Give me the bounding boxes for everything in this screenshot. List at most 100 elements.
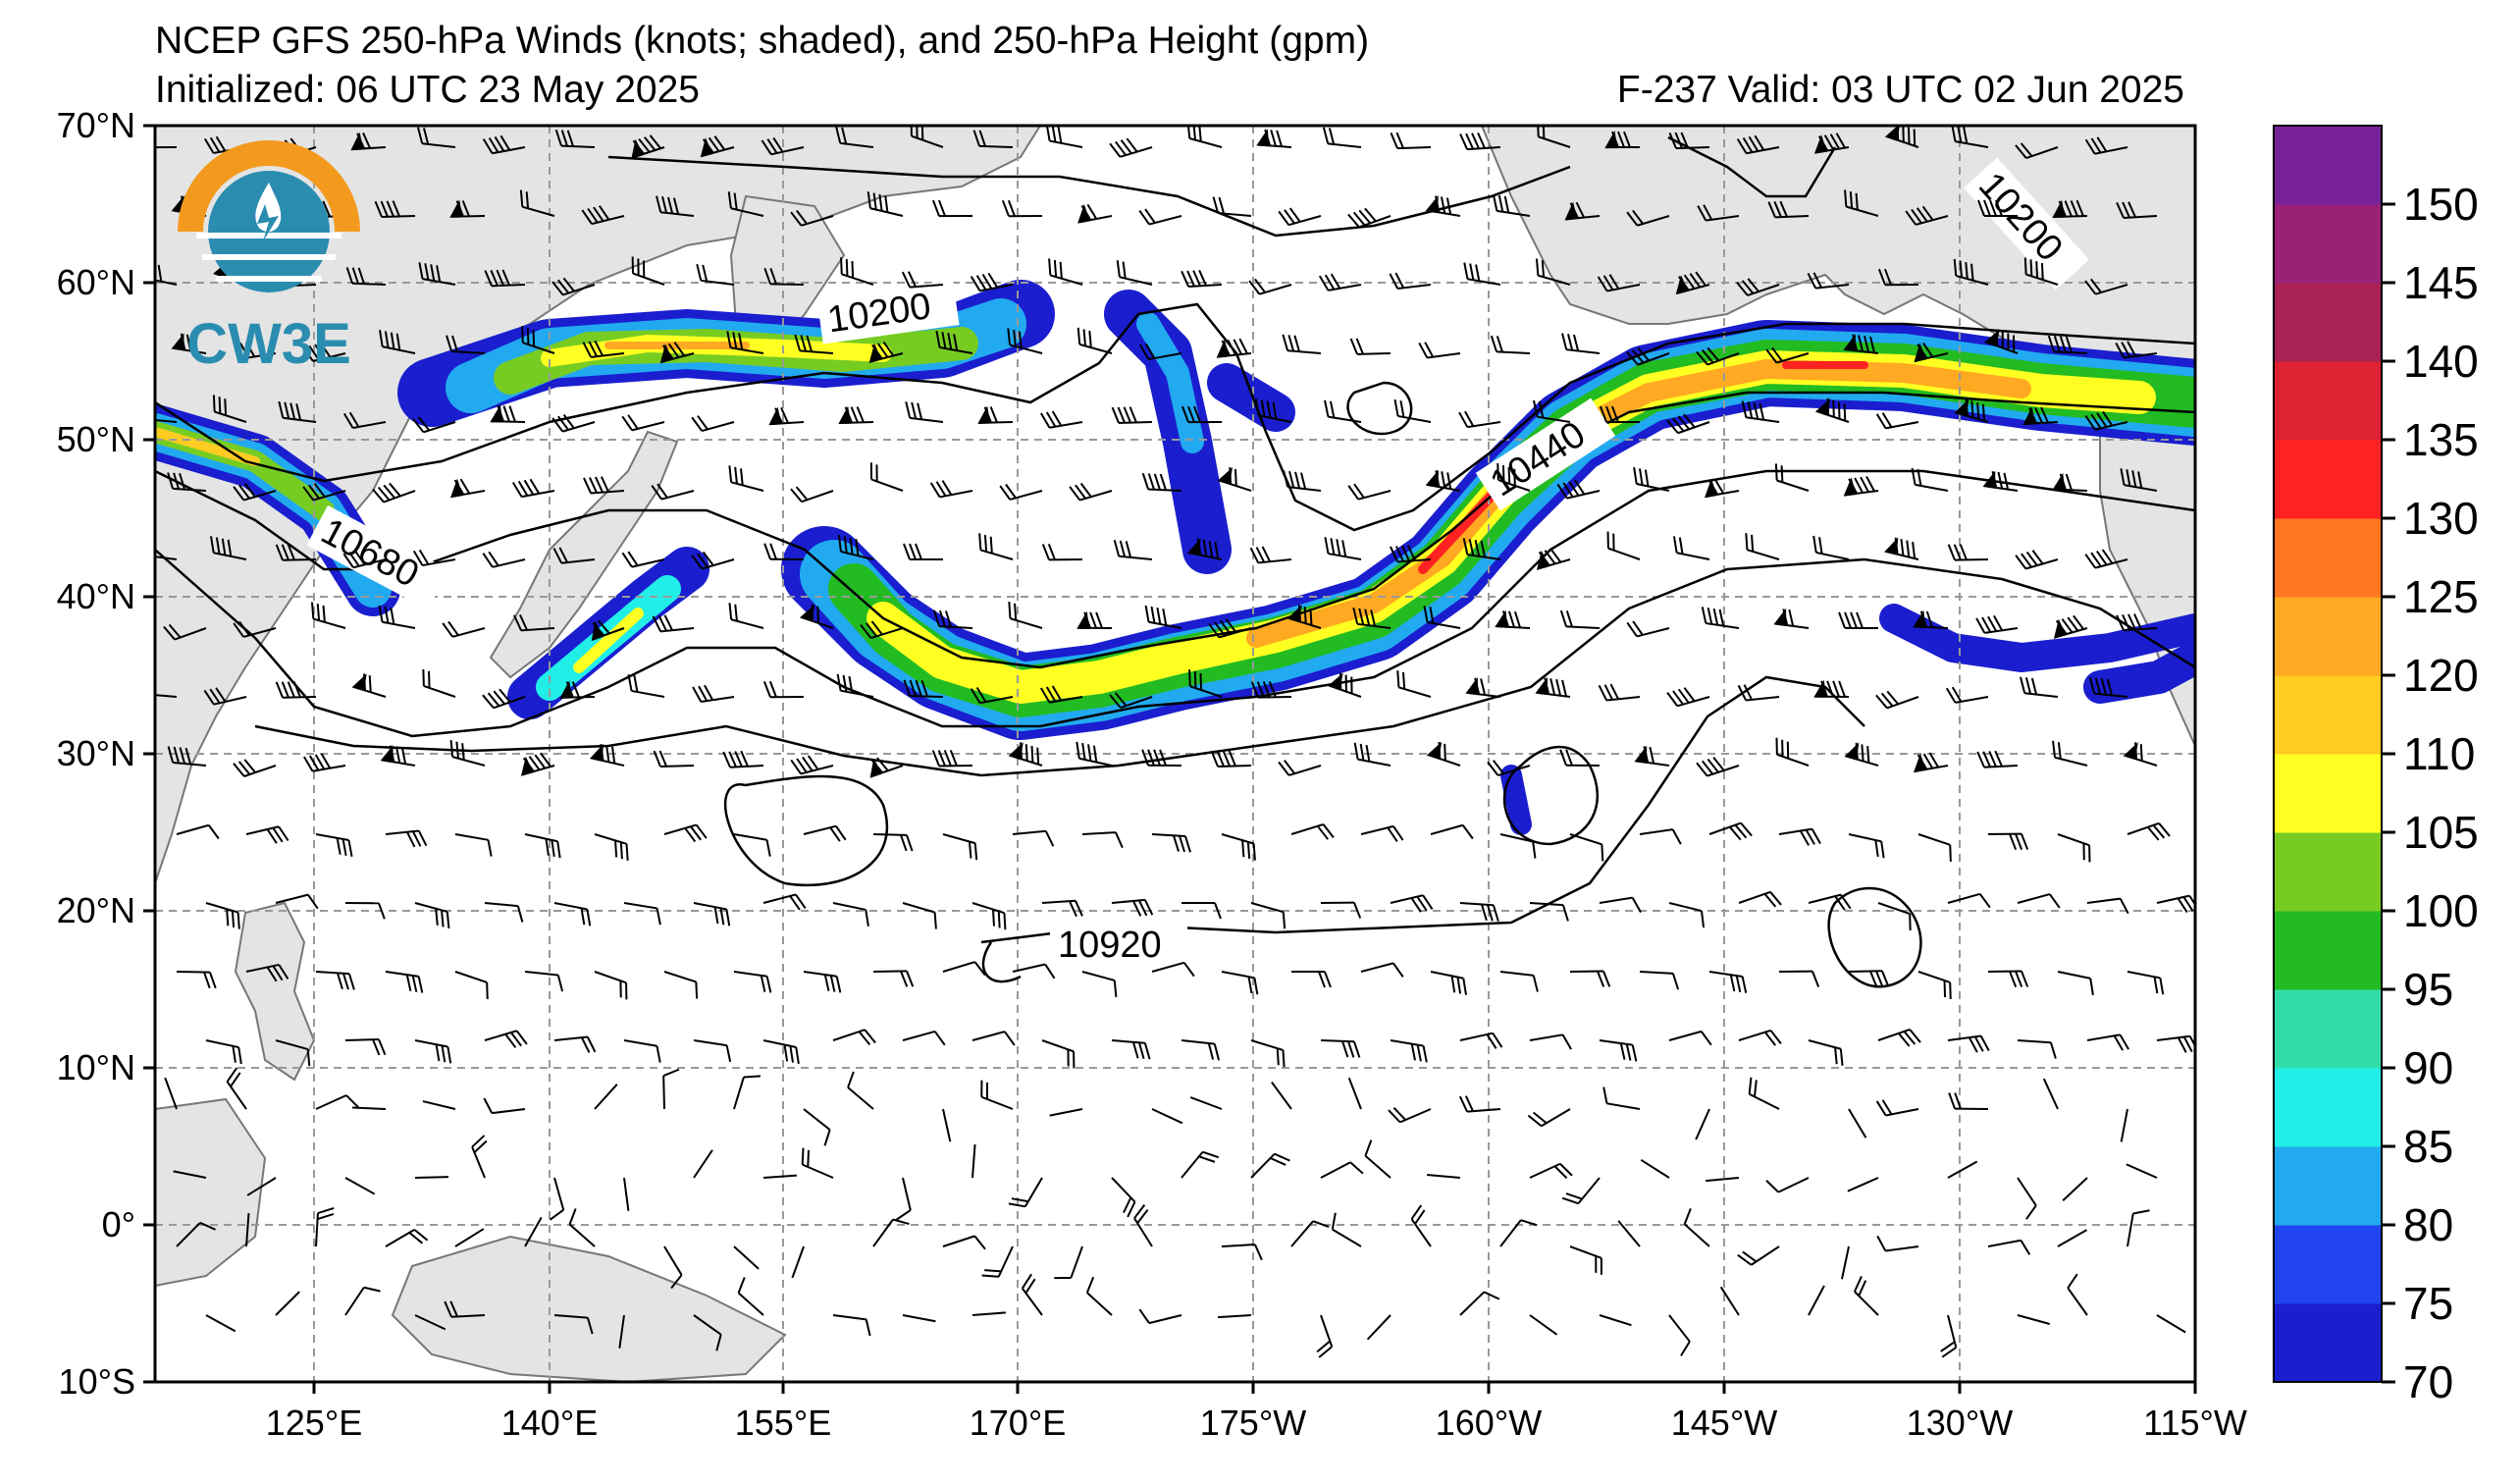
wind-barb <box>275 1291 300 1316</box>
lon-label: 155°E <box>735 1403 831 1443</box>
wind-barb <box>1278 207 1322 227</box>
wind-barb <box>768 406 805 426</box>
wind-barb <box>1875 412 1919 430</box>
wind-barb <box>623 902 661 926</box>
height-contours <box>155 135 2195 988</box>
wind-barb <box>310 602 346 629</box>
wind-barb <box>663 1245 683 1290</box>
wind-barb <box>790 755 834 775</box>
wind-barb <box>1425 194 1461 217</box>
wind-barb <box>446 335 486 354</box>
wind-barb <box>1250 1039 1286 1068</box>
wind-barb <box>791 1245 805 1279</box>
wind-barb <box>351 673 387 698</box>
wind-barb <box>763 543 805 560</box>
wind-barb <box>1527 1108 1571 1128</box>
wind-barb <box>1410 1204 1432 1247</box>
wind-barb <box>1138 1308 1182 1325</box>
wind-barb <box>1069 482 1113 502</box>
wind-barb <box>245 963 289 982</box>
wind-barb <box>1976 750 2019 768</box>
wind-barb <box>1141 749 1182 767</box>
wind-barb <box>801 1147 834 1179</box>
wind-barb <box>1947 1160 1978 1179</box>
wind-barb <box>1529 1162 1573 1179</box>
wind-barb <box>379 330 416 354</box>
wind-barb <box>803 824 847 842</box>
wind-barb <box>1181 902 1222 920</box>
wind-barb <box>1151 833 1191 853</box>
wind-barb <box>1599 1314 1632 1327</box>
wind-barb <box>350 132 387 151</box>
wind-barb <box>302 343 346 362</box>
wind-barb <box>1917 971 1952 1000</box>
wind-barb <box>1606 531 1641 560</box>
wind-barb <box>896 1177 912 1221</box>
wind-barb <box>205 902 240 929</box>
wind-barb <box>837 534 874 560</box>
wind-barb <box>1286 605 1322 629</box>
wind-barb <box>482 688 526 710</box>
wind-barb <box>762 1174 797 1179</box>
wind-barb <box>176 971 217 989</box>
wind-barb <box>999 483 1043 501</box>
wind-barb <box>1221 1244 1263 1261</box>
wind-barb <box>1708 821 1753 841</box>
wind-barb <box>1701 607 1740 629</box>
wind-barb <box>1535 676 1571 698</box>
wind-barb <box>1877 1028 1921 1047</box>
wind-barb <box>971 902 1007 930</box>
wind-barb <box>449 199 486 218</box>
wind-barb <box>414 1176 449 1179</box>
wind-barb <box>351 1106 387 1110</box>
wind-barb <box>1813 679 1850 698</box>
wind-barb <box>1111 406 1153 424</box>
wind-barb <box>1765 346 1810 364</box>
wind-barb <box>344 1177 376 1195</box>
wind-barb <box>594 971 628 1000</box>
wind-barb <box>1738 1029 1782 1046</box>
colorbar-label: 80 <box>2403 1199 2453 1250</box>
wind-barb <box>344 902 386 920</box>
wind-barb <box>1271 1081 1292 1110</box>
wind-barb <box>1492 193 1531 217</box>
wind-barb <box>860 620 904 640</box>
wind-barb <box>1324 537 1362 560</box>
initialized-time: Initialized: 06 UTC 23 May 2025 <box>155 69 700 111</box>
wind-barb <box>2086 1033 2129 1051</box>
wind-barb <box>1045 126 1083 148</box>
wind-barb <box>553 1035 597 1053</box>
colorbar-label: 70 <box>2403 1356 2453 1407</box>
colorbar-label: 75 <box>2403 1278 2453 1329</box>
wind-barb <box>1347 483 1391 501</box>
colorbar-label: 140 <box>2403 336 2479 387</box>
wind-barb <box>1425 469 1461 492</box>
wind-barb <box>935 331 973 354</box>
wind-barb <box>275 893 319 910</box>
wind-barb <box>559 680 596 699</box>
wind-barb <box>1007 328 1043 354</box>
wind-barb <box>484 269 526 288</box>
wind-barb <box>838 405 874 424</box>
wind-barb <box>692 684 735 703</box>
colorbar-bin <box>2274 1146 2382 1226</box>
wind-barb <box>728 465 764 492</box>
wind-barb <box>483 1097 526 1115</box>
wind-barb <box>1388 1106 1432 1124</box>
wind-barb <box>2126 1209 2150 1247</box>
wind-barb <box>872 1218 910 1247</box>
wind-barb <box>981 1245 1014 1278</box>
wind-barb <box>553 902 592 927</box>
wind-barb <box>155 131 178 149</box>
wind-barb <box>1564 201 1601 221</box>
wind-barb <box>1875 1099 1919 1117</box>
wind-barb <box>2126 1163 2158 1179</box>
wind-barb <box>1141 472 1182 492</box>
wind-barb <box>693 1149 713 1179</box>
wind-barb <box>931 199 973 218</box>
lat-label: 10°S <box>59 1361 135 1402</box>
wind-barb <box>1250 1152 1290 1179</box>
wind-barb <box>1533 399 1571 423</box>
colorbar-bin <box>2274 911 2382 990</box>
wind-barb <box>1111 1039 1151 1060</box>
